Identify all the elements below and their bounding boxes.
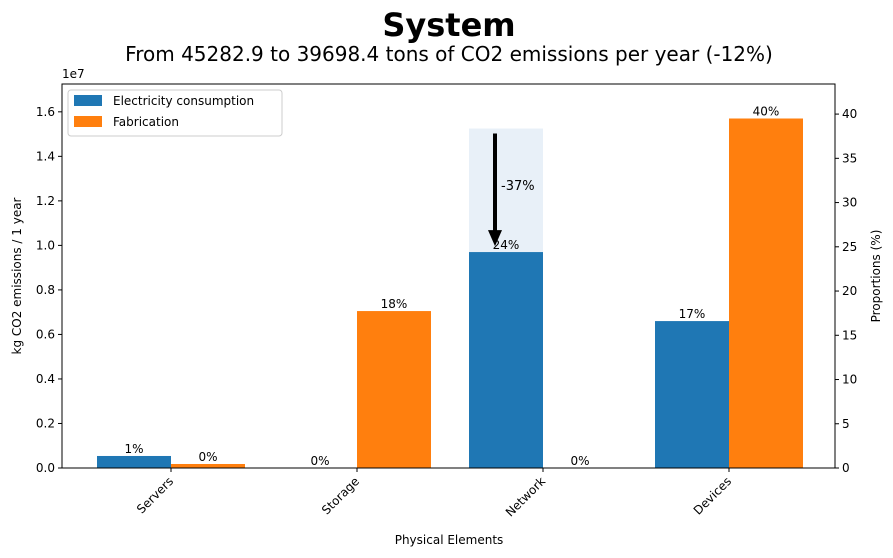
plot-frame	[61, 83, 836, 469]
x-tick-label-network: Network	[503, 474, 548, 519]
y-right-tick-label: 40	[842, 107, 857, 121]
data-label-fabrication-servers: 0%	[198, 450, 217, 464]
data-label-electricity-consumption-network: 24%	[493, 238, 520, 252]
x-tick-label-servers: Servers	[134, 474, 176, 516]
legend-box	[67, 89, 283, 137]
change-annotation-label: -37%	[501, 179, 535, 194]
bar-fabrication-devices	[729, 118, 803, 469]
bar-electricity-consumption-network	[469, 252, 543, 468]
data-label-fabrication-network: 0%	[570, 454, 589, 468]
y-tick-label: 1.6	[36, 105, 55, 119]
y-tick-label: 1.2	[36, 194, 55, 208]
y-right-tick-label: 35	[842, 151, 857, 165]
x-axis-label: Physical Elements	[395, 533, 504, 547]
y-right-tick-label: 25	[842, 240, 857, 254]
data-label-fabrication-devices: 40%	[753, 105, 780, 119]
y-tick-label: 0.6	[36, 327, 55, 341]
y-right-tick-label: 20	[842, 284, 857, 298]
y-axis-label: kg CO2 emissions / 1 year	[10, 197, 24, 354]
legend-label-fabrication: Fabrication	[113, 115, 179, 129]
x-tick-label-storage: Storage	[319, 474, 362, 517]
y-right-tick-label: 0	[842, 461, 850, 475]
change-arrow-head	[488, 230, 502, 247]
y-right-tick-label: 5	[842, 417, 850, 431]
data-label-fabrication-storage: 18%	[381, 297, 408, 311]
bar-electricity-consumption-servers	[97, 455, 171, 468]
chart-title: System	[382, 6, 515, 44]
y-axis-right-label: Proportions (%)	[869, 230, 883, 323]
y-tick-label: 0.4	[36, 372, 55, 386]
legend: Electricity consumption Fabrication	[67, 89, 283, 137]
y-tick-label: 0.2	[36, 416, 55, 430]
data-label-electricity-consumption-storage: 0%	[310, 454, 329, 468]
y-right-tick-label: 10	[842, 373, 857, 387]
bar-fabrication-storage	[357, 311, 431, 468]
data-label-electricity-consumption-servers: 1%	[124, 442, 143, 456]
x-tick-label-devices: Devices	[691, 474, 734, 517]
legend-swatch-electricity	[74, 95, 102, 106]
y-tick-label: 1.4	[36, 149, 55, 163]
bar-fabrication-servers	[171, 463, 245, 468]
y-right-tick-label: 30	[842, 196, 857, 210]
y-tick-label: 0.8	[36, 283, 55, 297]
legend-swatch-fabrication	[74, 116, 102, 127]
y-tick-label: 0.0	[36, 461, 55, 475]
y-right-tick-label: 15	[842, 328, 857, 342]
bar-electricity-consumption-devices	[655, 321, 729, 468]
chart-subtitle: From 45282.9 to 39698.4 tons of CO2 emis…	[125, 42, 773, 66]
data-label-electricity-consumption-devices: 17%	[679, 307, 706, 321]
y-tick-label: 1.0	[36, 238, 55, 252]
y-offset-label: 1e7	[62, 67, 85, 81]
legend-label-electricity: Electricity consumption	[113, 94, 254, 108]
